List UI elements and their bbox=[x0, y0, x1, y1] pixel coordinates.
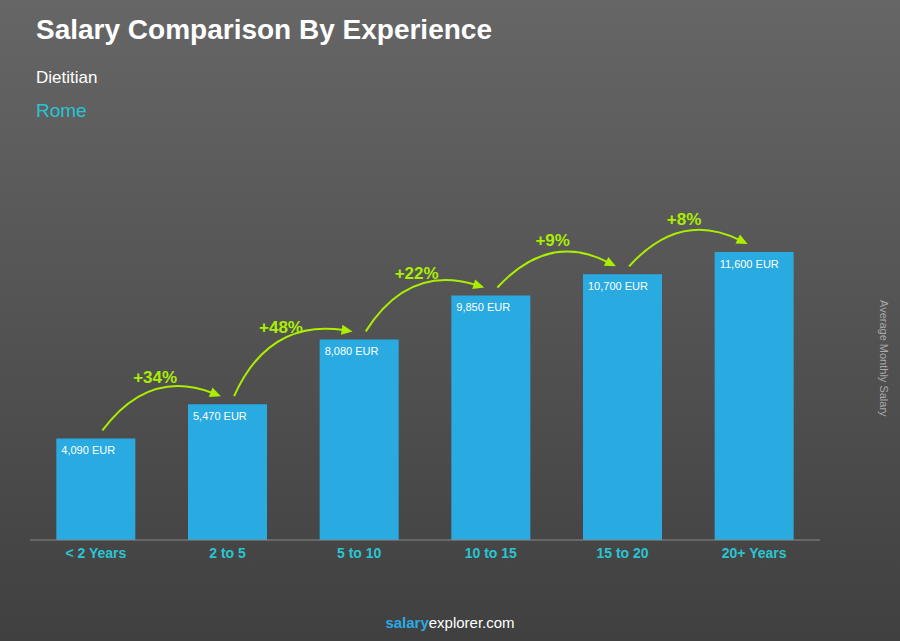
svg-text:+22%: +22% bbox=[395, 264, 439, 283]
svg-text:10,700 EUR: 10,700 EUR bbox=[588, 280, 648, 292]
html-text:Average Monthly Salary: Average Monthly Salary bbox=[878, 300, 890, 417]
svg-text:11,600 EUR: 11,600 EUR bbox=[720, 258, 779, 270]
svg-text:5 to 10: 5 to 10 bbox=[337, 545, 382, 561]
svg-text:+9%: +9% bbox=[535, 231, 570, 250]
svg-text:+8%: +8% bbox=[667, 210, 702, 229]
svg-text:8,080 EUR: 8,080 EUR bbox=[325, 345, 379, 357]
svg-text:2 to 5: 2 to 5 bbox=[209, 545, 246, 561]
svg-text:+48%: +48% bbox=[259, 318, 303, 337]
html-text:salary explorer.com: salary explorer.com bbox=[385, 614, 515, 631]
svg-text:20+ Years: 20+ Years bbox=[722, 545, 787, 561]
svg-text:4,090 EUR: 4,090 EUR bbox=[61, 444, 115, 456]
svg-text:< 2 Years: < 2 Years bbox=[65, 545, 126, 561]
html-text:Dietitian: Dietitian bbox=[36, 68, 98, 87]
svg-text:15 to 20: 15 to 20 bbox=[596, 545, 648, 561]
svg-text:+34%: +34% bbox=[133, 368, 177, 387]
svg-text:5,470 EUR: 5,470 EUR bbox=[193, 410, 247, 422]
html-text:Rome: Rome bbox=[36, 100, 87, 121]
svg-text:10 to 15: 10 to 15 bbox=[465, 545, 517, 561]
html-text:Salary Comparison By Experienc: Salary Comparison By Experience bbox=[36, 14, 492, 45]
svg-text:9,850 EUR: 9,850 EUR bbox=[456, 301, 510, 313]
